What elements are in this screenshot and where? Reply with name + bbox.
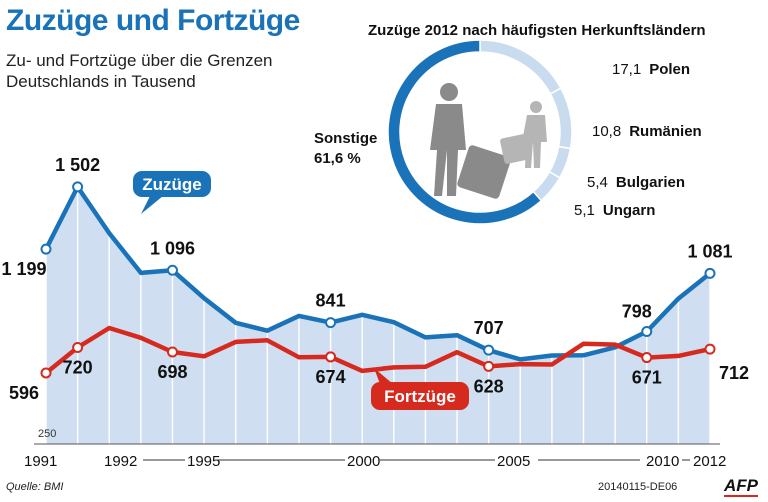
fortzuege-value-label-1995: 698 (157, 362, 187, 382)
fortzuege-value-label-2010: 671 (632, 368, 662, 388)
donut-label-bulgarien: 5,4 Bulgarien (587, 174, 685, 191)
donut-name-sonstige: Sonstige (314, 130, 377, 147)
fortzuege-marker-2005 (483, 360, 495, 372)
donut-label-polen: 17,1 Polen (612, 61, 690, 78)
zuzuege-value-label-2000: 841 (316, 291, 346, 311)
fortzuege-marker-2010 (641, 352, 653, 364)
x-tick-label-2010: 2010 (646, 453, 679, 470)
donut-slice-rumänien (549, 87, 573, 150)
zuzuege-value-label-1995: 1 096 (150, 238, 195, 258)
y-baseline-label: 250 (38, 428, 56, 440)
donut-value-bulgarien: 5,4 (587, 174, 608, 191)
fortzuege-line (43, 325, 713, 376)
fortzuege-value-label-2000: 674 (316, 367, 346, 387)
donut-value-rumänien: 10,8 (592, 123, 621, 140)
donut-name-polen: Polen (649, 61, 690, 78)
fortzuege-value-label-1991: 596 (9, 383, 39, 403)
zuzuege-value-label-1992: 1 502 (55, 155, 100, 175)
traveler-head-icon (440, 83, 458, 101)
graphic-code: 20140115-DE06 (598, 481, 678, 493)
zuzuege-callout-label: Zuzüge (142, 175, 202, 194)
suitcase-small-icon (500, 134, 530, 164)
fortzuege-callout-box (371, 382, 469, 410)
travelers-illustration (430, 83, 547, 199)
chart-title: Zuzüge und Fortzüge (6, 4, 300, 37)
fortzuege-value-label-2005: 628 (474, 376, 504, 396)
x-tick-label-1992: 1992 (104, 453, 137, 470)
donut-title: Zuzüge 2012 nach häufigsten Herkunftslän… (368, 22, 706, 39)
zuzuege-marker-2010 (641, 325, 653, 337)
zuzuege-marker-2012 (704, 267, 716, 279)
donut-value-polen: 17,1 (612, 61, 641, 78)
donut-label-rumänien: 10,8 Rumänien (592, 123, 702, 140)
source-note: Quelle: BMI (6, 481, 64, 493)
x-tick-label-2005: 2005 (497, 453, 530, 470)
donut-name-bulgarien: Bulgarien (616, 174, 685, 191)
zuzuege-marker-2005 (483, 344, 495, 356)
donut-value-sonstige: 61,6 % (314, 150, 361, 167)
zuzuege-marker-1991 (40, 243, 52, 255)
fortzuege-marker-2000 (325, 351, 337, 363)
afp-logo: AFP (724, 476, 758, 497)
zuzuege-marker-2000 (325, 317, 337, 329)
fortzuege-callout-label: Fortzüge (384, 387, 456, 406)
suitcase-icon (457, 145, 511, 199)
donut-value-ungarn: 5,1 (574, 202, 595, 219)
x-tick-label-2000: 2000 (347, 453, 380, 470)
x-tick-label-1991: 1991 (24, 453, 57, 470)
zuzuege-callout-pointer (141, 196, 163, 214)
traveler-small-head-icon (530, 101, 542, 113)
zuzuege-value-label-2010: 798 (622, 301, 652, 321)
zuzuege-callout-box (133, 171, 211, 197)
fortzuege-marker-2012 (704, 343, 716, 355)
zuzuege-marker-1992 (72, 181, 84, 193)
x-tick-label-2012: 2012 (693, 453, 726, 470)
fortzuege-callout-pointer (374, 368, 393, 384)
zuzuege-value-label-2012: 1 081 (687, 241, 732, 261)
fortzuege-value-label-2012: 712 (719, 363, 749, 383)
donut-name-rumänien: Rumänien (629, 123, 702, 140)
fortzuege-value-label-1992: 720 (63, 357, 93, 377)
donut-name-ungarn: Ungarn (603, 202, 656, 219)
zuzuege-marker-1995 (166, 264, 178, 276)
fortzuege-marker-1991 (40, 367, 52, 379)
zuzuege-line (43, 184, 713, 362)
zuzuege-value-label-2005: 707 (474, 318, 504, 338)
donut-label-ungarn: 5,1 Ungarn (574, 202, 655, 219)
fortzuege-marker-1992 (72, 341, 84, 353)
donut-slice-sonstige (387, 39, 543, 225)
fortzuege-marker-1995 (166, 346, 178, 358)
chart-subtitle: Zu- und Fortzüge über die Grenzen Deutsc… (6, 51, 273, 91)
traveler-body-icon (430, 104, 466, 196)
zuzuege-area (46, 186, 710, 444)
zuzuege-value-label-1991: 1 199 (1, 259, 46, 279)
x-tick-label-1995: 1995 (187, 453, 220, 470)
